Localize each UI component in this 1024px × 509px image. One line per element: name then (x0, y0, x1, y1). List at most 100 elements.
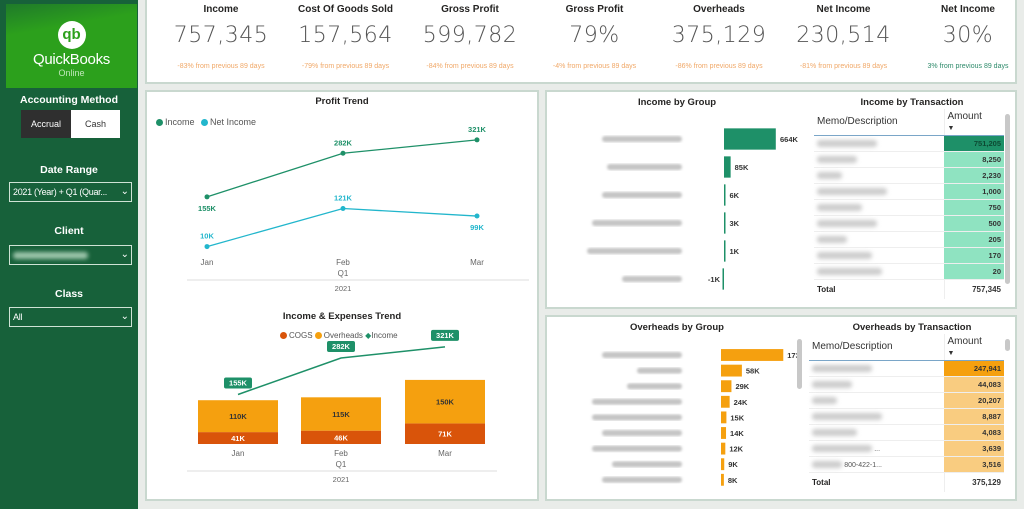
bar (724, 184, 726, 206)
bar-label: 9K (728, 460, 738, 469)
header-amount[interactable]: Amount ▼ (943, 334, 1004, 361)
series-line (206, 207, 478, 248)
blurred-memo (812, 428, 857, 436)
table-row[interactable]: 4,083 (809, 424, 1004, 441)
table-row[interactable]: 500 (814, 215, 1004, 232)
blurred-memo (817, 139, 877, 147)
sidebar: qb QuickBooks Online Accounting Method A… (0, 0, 138, 509)
kpi-change: 3% from previous 89 days (927, 63, 1009, 70)
table-row[interactable]: 800-422-1... 3,516 (809, 456, 1004, 473)
memo-cell (814, 199, 944, 216)
sort-desc-icon: ▼ (947, 124, 955, 132)
kpi-value: 230,514 (796, 23, 891, 48)
table-row[interactable]: 247,941 (809, 360, 1004, 377)
bar (722, 268, 724, 290)
date-range-value: 2021 (Year) + Q1 (Quar... (13, 187, 107, 197)
date-range-dropdown[interactable]: 2021 (Year) + Q1 (Quar... ⌄ (9, 182, 132, 202)
header-memo[interactable]: Memo/Description (809, 334, 944, 361)
overheads-legend-dot (314, 332, 322, 340)
table-row[interactable]: 44,083 (809, 376, 1004, 393)
kpi-card: Income 757,345 -83% from previous 89 days (159, 4, 283, 70)
table-row[interactable]: 20 (814, 263, 1004, 280)
income-by-transaction-title: Income by Transaction (860, 97, 964, 108)
bar-label: 3K (730, 219, 740, 228)
overheads-bar (405, 379, 485, 424)
kpi-card: Net Income 230,514 -81% from previous 89 d… (782, 4, 906, 70)
memo-cell: ... (809, 440, 944, 457)
amount-cell: 8,887 (944, 408, 1004, 425)
amount-cell: 205 (944, 231, 1004, 248)
table-row[interactable]: 170 (814, 247, 1004, 264)
blurred-memo (817, 155, 857, 163)
chevron-down-icon: ⌄ (120, 186, 129, 197)
net-income-legend-dot (201, 119, 209, 127)
amount-cell: 44,083 (944, 376, 1004, 393)
chevron-down-icon: ⌄ (120, 311, 129, 322)
memo-cell: 800-422-1... (809, 456, 944, 473)
table-row[interactable]: 2,230 (814, 167, 1004, 184)
total-row: Total 757,345 (814, 279, 1004, 299)
income-label-bg (224, 377, 252, 389)
blurred-memo (812, 460, 842, 468)
data-label: 10K (200, 232, 214, 241)
kpi-value: 599,782 (422, 23, 518, 48)
header-amount[interactable]: Amount ▼ (943, 109, 1004, 136)
memo-partial: 800-422-1... (844, 461, 882, 469)
table-row[interactable]: 751,205 (814, 135, 1004, 152)
memo-cell (814, 247, 944, 264)
scrollbar[interactable] (797, 339, 802, 389)
blurred-category-label (592, 414, 682, 421)
class-dropdown[interactable]: All ⌄ (9, 307, 132, 327)
table-row[interactable]: 205 (814, 231, 1004, 248)
legend-cogs: COGS (289, 331, 313, 340)
table-row[interactable]: 20,207 (809, 392, 1004, 409)
header-memo[interactable]: Memo/Description (814, 109, 944, 136)
kpi-value: 79% (569, 23, 620, 48)
accrual-button[interactable]: Accrual (21, 110, 71, 138)
bar (721, 427, 727, 439)
amount-cell: 20,207 (944, 392, 1004, 409)
class-label: Class (54, 288, 84, 300)
bar-label: 24K (734, 398, 748, 407)
bar-label: 1K (730, 247, 740, 256)
income-label: 321K (436, 331, 455, 340)
blurred-category-label (592, 220, 682, 226)
kpi-card: Overheads 375,129 -86% from previous 89 da… (657, 4, 781, 70)
blurred-category-label (602, 476, 682, 483)
table-row[interactable]: 750 (814, 199, 1004, 216)
table-row[interactable]: 1,000 (814, 183, 1004, 200)
table-row[interactable]: 8,887 (809, 408, 1004, 425)
blurred-category-label (602, 352, 682, 358)
client-dropdown[interactable]: ⌄ (9, 245, 132, 265)
blurred-category-label (637, 367, 682, 374)
kpi-card: Cost Of Goods Sold 157,564 -79% from previ… (284, 4, 408, 70)
income-panel: Income by Group Income by Transaction 66… (545, 90, 1017, 309)
cash-button[interactable]: Cash (71, 110, 120, 138)
scrollbar[interactable] (1005, 114, 1010, 284)
data-label: 321K (468, 125, 487, 134)
blurred-category-label (612, 461, 682, 468)
income-label-bg (431, 329, 459, 341)
trend-charts: 155K 282K 321K 10K 121K 99K Jan Feb Mar Q1 2021 41K… (187, 125, 529, 484)
kpi-value: 757,345 (173, 23, 269, 48)
kpi-title: Income (203, 4, 239, 15)
income-expenses-title: Income & Expenses Trend (282, 311, 402, 322)
bar (721, 411, 727, 424)
quickbooks-logo: qb QuickBooks Online (6, 4, 137, 88)
blurred-category-label (592, 445, 682, 452)
blurred-memo (817, 171, 842, 179)
kpi-change: -84% from previous 89 days (426, 63, 514, 70)
profit-trend-title: Profit Trend (315, 96, 369, 107)
amount-cell: 4,083 (944, 424, 1004, 441)
amount-label: Amount (947, 110, 982, 122)
legend-income2: Income (371, 331, 398, 340)
blurred-memo (812, 380, 852, 388)
kpi-value: 157,564 (298, 23, 393, 48)
amount-cell: 2,230 (944, 167, 1004, 184)
scrollbar[interactable] (1005, 339, 1010, 351)
profit-trend-legend: Income Net Income (156, 117, 256, 127)
table-row[interactable]: 8,250 (814, 151, 1004, 168)
table-row[interactable]: ... 3,639 (809, 440, 1004, 457)
overheads-by-group-chart: 173K 58K 29K 24K 15K 14K 12K 9K 8K (592, 349, 802, 486)
memo-cell (809, 408, 944, 425)
